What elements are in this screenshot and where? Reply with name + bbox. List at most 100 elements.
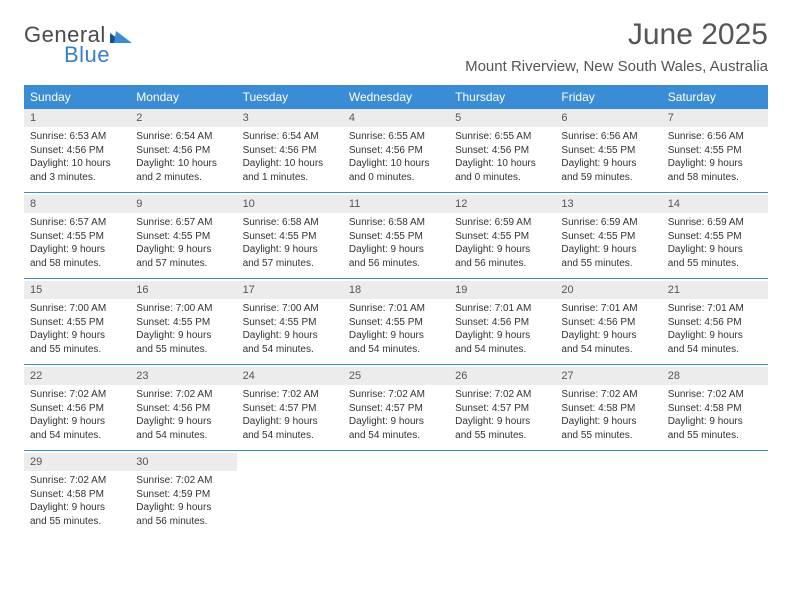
day-d2: and 1 minutes. bbox=[243, 171, 337, 185]
day-sr: Sunrise: 7:01 AM bbox=[668, 302, 762, 316]
calendar-week: 15Sunrise: 7:00 AMSunset: 4:55 PMDayligh… bbox=[24, 281, 768, 365]
day-d1: Daylight: 10 hours bbox=[136, 157, 230, 171]
calendar-day-cell: 1Sunrise: 6:53 AMSunset: 4:56 PMDaylight… bbox=[24, 109, 130, 186]
dow-monday: Monday bbox=[130, 85, 236, 109]
day-ss: Sunset: 4:56 PM bbox=[243, 144, 337, 158]
calendar-week: 8Sunrise: 6:57 AMSunset: 4:55 PMDaylight… bbox=[24, 195, 768, 279]
day-sr: Sunrise: 7:01 AM bbox=[561, 302, 655, 316]
day-d1: Daylight: 9 hours bbox=[30, 501, 124, 515]
day-ss: Sunset: 4:55 PM bbox=[455, 230, 549, 244]
calendar-day-cell: 22Sunrise: 7:02 AMSunset: 4:56 PMDayligh… bbox=[24, 367, 130, 444]
day-d1: Daylight: 9 hours bbox=[136, 415, 230, 429]
day-body: Sunrise: 7:01 AMSunset: 4:56 PMDaylight:… bbox=[555, 299, 661, 358]
day-d2: and 57 minutes. bbox=[243, 257, 337, 271]
day-d2: and 54 minutes. bbox=[349, 343, 443, 357]
calendar-day-cell bbox=[237, 453, 343, 530]
logo-word-2: Blue bbox=[64, 42, 134, 68]
day-sr: Sunrise: 7:01 AM bbox=[349, 302, 443, 316]
calendar-day-cell: 5Sunrise: 6:55 AMSunset: 4:56 PMDaylight… bbox=[449, 109, 555, 186]
day-body: Sunrise: 7:00 AMSunset: 4:55 PMDaylight:… bbox=[237, 299, 343, 358]
calendar-day-cell: 3Sunrise: 6:54 AMSunset: 4:56 PMDaylight… bbox=[237, 109, 343, 186]
day-d1: Daylight: 10 hours bbox=[30, 157, 124, 171]
day-body: Sunrise: 6:58 AMSunset: 4:55 PMDaylight:… bbox=[237, 213, 343, 272]
calendar-day-cell: 9Sunrise: 6:57 AMSunset: 4:55 PMDaylight… bbox=[130, 195, 236, 272]
day-sr: Sunrise: 7:02 AM bbox=[668, 388, 762, 402]
calendar-day-cell bbox=[662, 453, 768, 530]
day-d1: Daylight: 9 hours bbox=[30, 329, 124, 343]
day-d2: and 57 minutes. bbox=[136, 257, 230, 271]
day-d2: and 55 minutes. bbox=[561, 257, 655, 271]
day-sr: Sunrise: 6:59 AM bbox=[668, 216, 762, 230]
calendar-week: 29Sunrise: 7:02 AMSunset: 4:58 PMDayligh… bbox=[24, 453, 768, 536]
day-ss: Sunset: 4:56 PM bbox=[30, 402, 124, 416]
calendar-day-cell: 21Sunrise: 7:01 AMSunset: 4:56 PMDayligh… bbox=[662, 281, 768, 358]
day-sr: Sunrise: 7:02 AM bbox=[243, 388, 337, 402]
day-number: 5 bbox=[449, 109, 555, 127]
day-d1: Daylight: 9 hours bbox=[561, 157, 655, 171]
day-sr: Sunrise: 6:58 AM bbox=[243, 216, 337, 230]
day-d1: Daylight: 9 hours bbox=[455, 243, 549, 257]
day-sr: Sunrise: 7:02 AM bbox=[136, 388, 230, 402]
day-body: Sunrise: 6:53 AMSunset: 4:56 PMDaylight:… bbox=[24, 127, 130, 186]
day-body: Sunrise: 6:57 AMSunset: 4:55 PMDaylight:… bbox=[130, 213, 236, 272]
page-header: General Blue June 2025 Mount Riverview, … bbox=[24, 18, 768, 75]
calendar-page: General Blue June 2025 Mount Riverview, … bbox=[0, 0, 792, 536]
day-body: Sunrise: 7:02 AMSunset: 4:56 PMDaylight:… bbox=[24, 385, 130, 444]
calendar-day-cell: 29Sunrise: 7:02 AMSunset: 4:58 PMDayligh… bbox=[24, 453, 130, 530]
day-number: 11 bbox=[343, 195, 449, 213]
day-d1: Daylight: 9 hours bbox=[561, 329, 655, 343]
day-d2: and 3 minutes. bbox=[30, 171, 124, 185]
calendar-day-cell: 14Sunrise: 6:59 AMSunset: 4:55 PMDayligh… bbox=[662, 195, 768, 272]
calendar-day-cell: 6Sunrise: 6:56 AMSunset: 4:55 PMDaylight… bbox=[555, 109, 661, 186]
day-body: Sunrise: 7:00 AMSunset: 4:55 PMDaylight:… bbox=[24, 299, 130, 358]
day-ss: Sunset: 4:55 PM bbox=[668, 144, 762, 158]
day-body: Sunrise: 6:55 AMSunset: 4:56 PMDaylight:… bbox=[343, 127, 449, 186]
calendar-day-cell: 8Sunrise: 6:57 AMSunset: 4:55 PMDaylight… bbox=[24, 195, 130, 272]
day-number: 17 bbox=[237, 281, 343, 299]
day-d1: Daylight: 9 hours bbox=[349, 243, 443, 257]
day-sr: Sunrise: 7:02 AM bbox=[30, 388, 124, 402]
calendar-day-cell: 25Sunrise: 7:02 AMSunset: 4:57 PMDayligh… bbox=[343, 367, 449, 444]
calendar-day-cell: 10Sunrise: 6:58 AMSunset: 4:55 PMDayligh… bbox=[237, 195, 343, 272]
calendar-week: 22Sunrise: 7:02 AMSunset: 4:56 PMDayligh… bbox=[24, 367, 768, 451]
day-number: 26 bbox=[449, 367, 555, 385]
logo-mark-icon bbox=[110, 27, 134, 43]
day-ss: Sunset: 4:56 PM bbox=[30, 144, 124, 158]
day-d2: and 55 minutes. bbox=[136, 343, 230, 357]
day-number: 3 bbox=[237, 109, 343, 127]
calendar-day-cell: 17Sunrise: 7:00 AMSunset: 4:55 PMDayligh… bbox=[237, 281, 343, 358]
day-ss: Sunset: 4:56 PM bbox=[561, 316, 655, 330]
day-number: 22 bbox=[24, 367, 130, 385]
day-d2: and 54 minutes. bbox=[243, 343, 337, 357]
day-sr: Sunrise: 6:54 AM bbox=[136, 130, 230, 144]
day-body: Sunrise: 6:59 AMSunset: 4:55 PMDaylight:… bbox=[662, 213, 768, 272]
day-body: Sunrise: 7:02 AMSunset: 4:59 PMDaylight:… bbox=[130, 471, 236, 530]
day-body: Sunrise: 7:01 AMSunset: 4:56 PMDaylight:… bbox=[449, 299, 555, 358]
day-ss: Sunset: 4:56 PM bbox=[349, 144, 443, 158]
day-number: 6 bbox=[555, 109, 661, 127]
day-d2: and 55 minutes. bbox=[30, 343, 124, 357]
day-number: 10 bbox=[237, 195, 343, 213]
day-d2: and 55 minutes. bbox=[561, 429, 655, 443]
day-sr: Sunrise: 6:58 AM bbox=[349, 216, 443, 230]
day-number: 13 bbox=[555, 195, 661, 213]
day-sr: Sunrise: 7:00 AM bbox=[243, 302, 337, 316]
day-sr: Sunrise: 7:02 AM bbox=[30, 474, 124, 488]
day-d2: and 58 minutes. bbox=[30, 257, 124, 271]
day-number: 16 bbox=[130, 281, 236, 299]
day-number: 19 bbox=[449, 281, 555, 299]
dow-sunday: Sunday bbox=[24, 85, 130, 109]
calendar-day-cell: 15Sunrise: 7:00 AMSunset: 4:55 PMDayligh… bbox=[24, 281, 130, 358]
day-ss: Sunset: 4:57 PM bbox=[243, 402, 337, 416]
calendar-day-cell bbox=[555, 453, 661, 530]
day-d2: and 56 minutes. bbox=[136, 515, 230, 529]
calendar-day-cell: 20Sunrise: 7:01 AMSunset: 4:56 PMDayligh… bbox=[555, 281, 661, 358]
day-d2: and 54 minutes. bbox=[243, 429, 337, 443]
day-number: 2 bbox=[130, 109, 236, 127]
day-d1: Daylight: 9 hours bbox=[136, 329, 230, 343]
day-d1: Daylight: 9 hours bbox=[561, 243, 655, 257]
day-ss: Sunset: 4:55 PM bbox=[243, 230, 337, 244]
day-body: Sunrise: 6:59 AMSunset: 4:55 PMDaylight:… bbox=[555, 213, 661, 272]
dow-tuesday: Tuesday bbox=[237, 85, 343, 109]
day-number: 28 bbox=[662, 367, 768, 385]
